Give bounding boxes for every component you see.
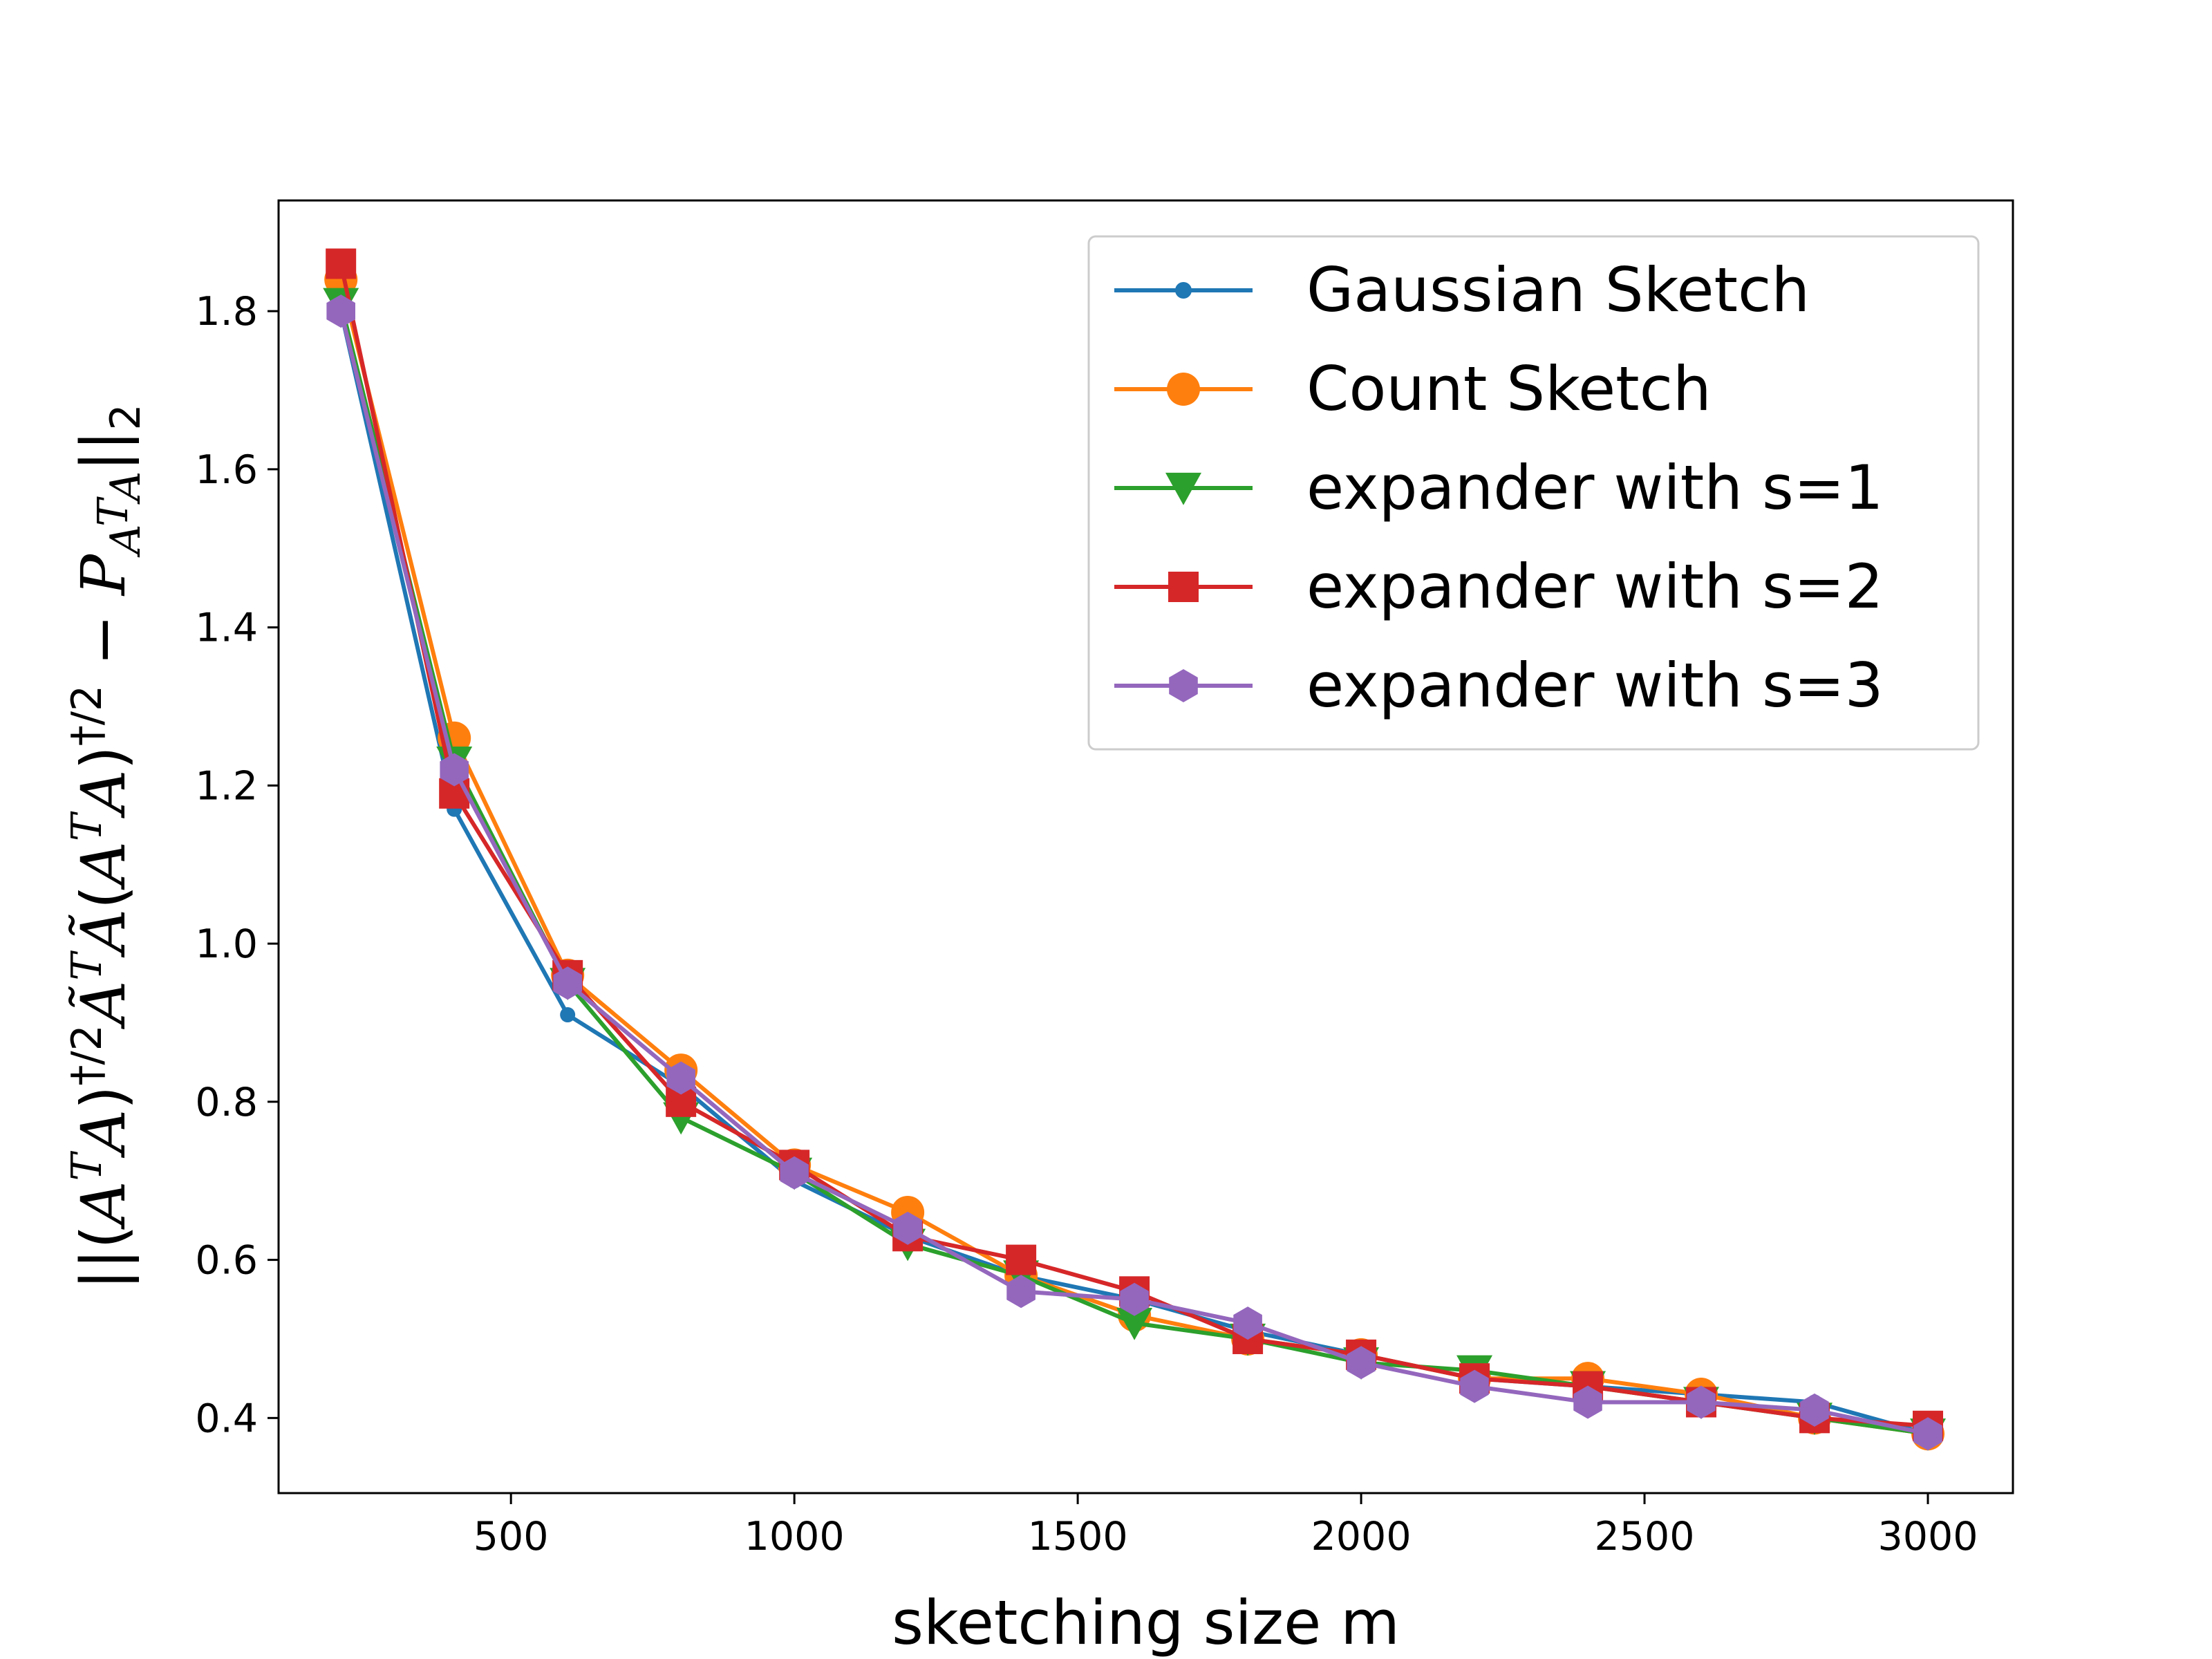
ylabel-part: ( — [68, 885, 139, 909]
y-axis-label: ||(ATA)†/2ÃTÃ(ATA)†/2 − PATA||2 — [63, 404, 150, 1289]
ylabel-part: T — [63, 811, 111, 841]
series-5 — [326, 294, 1942, 1451]
data-point — [560, 1007, 576, 1023]
ylabel-part: A — [68, 770, 139, 819]
ylabel-part: || — [68, 430, 140, 471]
ylabel-part: ||( — [68, 1225, 140, 1290]
ylabel-part: ) — [68, 1086, 139, 1109]
data-point — [1233, 1306, 1262, 1340]
y-axis-ticks: 0.4 0.6 0.8 1.0 1.2 1.4 1.6 1.8 — [195, 289, 279, 1441]
ylabel-part: T — [63, 950, 111, 981]
ylabel-part: †/2 — [63, 1024, 111, 1085]
ylabel-part: †/2 — [63, 685, 111, 746]
data-point — [1006, 1244, 1037, 1275]
ylabel-part: 2 — [102, 404, 150, 430]
x-axis-ticks: 500 1000 1500 2000 2500 3000 — [474, 1493, 1978, 1559]
data-point — [666, 1061, 695, 1095]
legend-marker — [1167, 373, 1200, 406]
y-tick-label: 1.4 — [195, 606, 258, 651]
ylabel-part: A — [68, 841, 139, 890]
legend: Gaussian Sketch Count Sketch expander with… — [1087, 235, 1980, 751]
ylabel-part: A — [68, 1181, 139, 1230]
legend-item-4: expander with s=2 — [1114, 551, 1884, 622]
data-point — [553, 966, 582, 1000]
y-tick-label: 0.4 — [195, 1396, 258, 1441]
data-point — [1460, 1369, 1489, 1403]
ylabel-part: A — [102, 526, 150, 558]
legend-item-1: Gaussian Sketch — [1114, 254, 1810, 326]
ylabel-part: T — [63, 1151, 111, 1181]
data-point — [893, 1211, 922, 1245]
svg-text:||(ATA)†/2ÃTÃ(ATA)†/2 − PATA||: ||(ATA)†/2ÃTÃ(ATA)†/2 − PATA||2 — [63, 404, 150, 1289]
legend-label: expander with s=2 — [1306, 551, 1884, 622]
x-tick-label: 3000 — [1877, 1514, 1978, 1559]
ylabel-part: A — [68, 1109, 139, 1159]
y-tick-label: 1.2 — [195, 763, 258, 809]
legend-item-3: expander with s=1 — [1114, 452, 1884, 523]
legend-label: expander with s=3 — [1306, 650, 1884, 721]
y-tick-label: 0.6 — [195, 1238, 258, 1284]
x-tick-label: 1000 — [744, 1514, 845, 1559]
x-tick-label: 2000 — [1311, 1514, 1412, 1559]
series-layer — [323, 248, 1947, 1451]
data-point — [1347, 1346, 1376, 1380]
ylabel-part: P — [68, 553, 139, 597]
data-point — [1913, 1417, 1942, 1451]
data-point — [326, 294, 355, 328]
legend-label: Gaussian Sketch — [1306, 254, 1810, 326]
data-point — [1800, 1393, 1829, 1427]
legend-marker — [1168, 572, 1199, 602]
legend-box — [1087, 235, 1980, 751]
x-tick-label: 2500 — [1595, 1514, 1695, 1559]
ylabel-part: Ã — [68, 981, 139, 1030]
data-point — [1120, 1282, 1149, 1316]
plot-area-frame — [277, 199, 2014, 1494]
data-point — [1687, 1385, 1716, 1419]
ylabel-part: Ã — [68, 909, 139, 958]
x-tick-label: 500 — [474, 1514, 549, 1559]
ylabel-part: − — [68, 595, 139, 685]
legend-label: Count Sketch — [1306, 353, 1712, 424]
data-point — [1116, 1307, 1153, 1340]
data-point — [326, 248, 357, 279]
ylabel-part: T — [89, 496, 138, 527]
y-tick-label: 1.6 — [195, 447, 258, 493]
y-tick-label: 1.0 — [195, 921, 258, 967]
legend-marker — [1169, 669, 1198, 702]
legend-marker — [1175, 282, 1192, 299]
y-tick-label: 0.8 — [195, 1080, 258, 1125]
data-point — [780, 1156, 809, 1190]
data-point — [1006, 1275, 1035, 1309]
y-tick-label: 1.8 — [195, 289, 258, 335]
legend-label: expander with s=1 — [1306, 452, 1884, 523]
legend-item-5: expander with s=3 — [1114, 650, 1884, 721]
x-tick-label: 1500 — [1028, 1514, 1128, 1559]
ylabel-part: ) — [68, 746, 139, 769]
legend-item-2: Count Sketch — [1114, 353, 1712, 424]
x-axis-label: sketching size m — [892, 1587, 1400, 1658]
ylabel-part: A — [102, 471, 150, 505]
data-point — [440, 753, 469, 787]
data-point — [1573, 1385, 1602, 1419]
legend-marker — [1165, 472, 1201, 505]
